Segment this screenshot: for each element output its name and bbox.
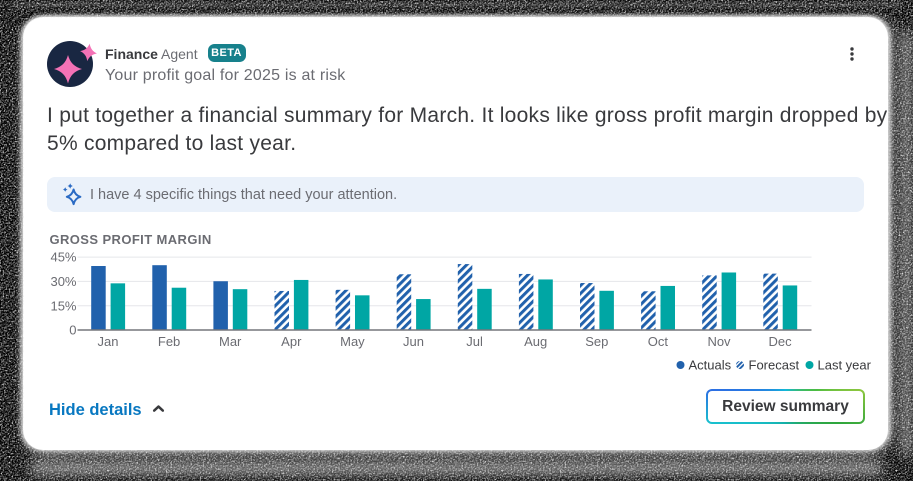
svg-text:45%: 45% <box>50 250 76 265</box>
svg-text:Mar: Mar <box>219 334 242 349</box>
svg-text:Jul: Jul <box>466 334 483 349</box>
svg-text:Jun: Jun <box>403 334 424 349</box>
svg-text:30%: 30% <box>50 274 76 289</box>
svg-text:Nov: Nov <box>707 334 731 349</box>
svg-text:Last year: Last year <box>818 358 872 373</box>
svg-text:Aug: Aug <box>524 334 547 349</box>
svg-text:Sep: Sep <box>585 334 608 349</box>
svg-text:15%: 15% <box>50 298 76 313</box>
svg-text:Actuals: Actuals <box>689 358 732 373</box>
svg-text:Dec: Dec <box>769 334 793 349</box>
svg-text:Forecast: Forecast <box>749 358 800 373</box>
svg-text:0: 0 <box>69 323 76 338</box>
svg-text:Apr: Apr <box>281 334 302 349</box>
svg-text:Feb: Feb <box>158 334 180 349</box>
svg-text:May: May <box>340 334 365 349</box>
svg-text:Oct: Oct <box>648 334 669 349</box>
svg-text:Jan: Jan <box>98 334 119 349</box>
